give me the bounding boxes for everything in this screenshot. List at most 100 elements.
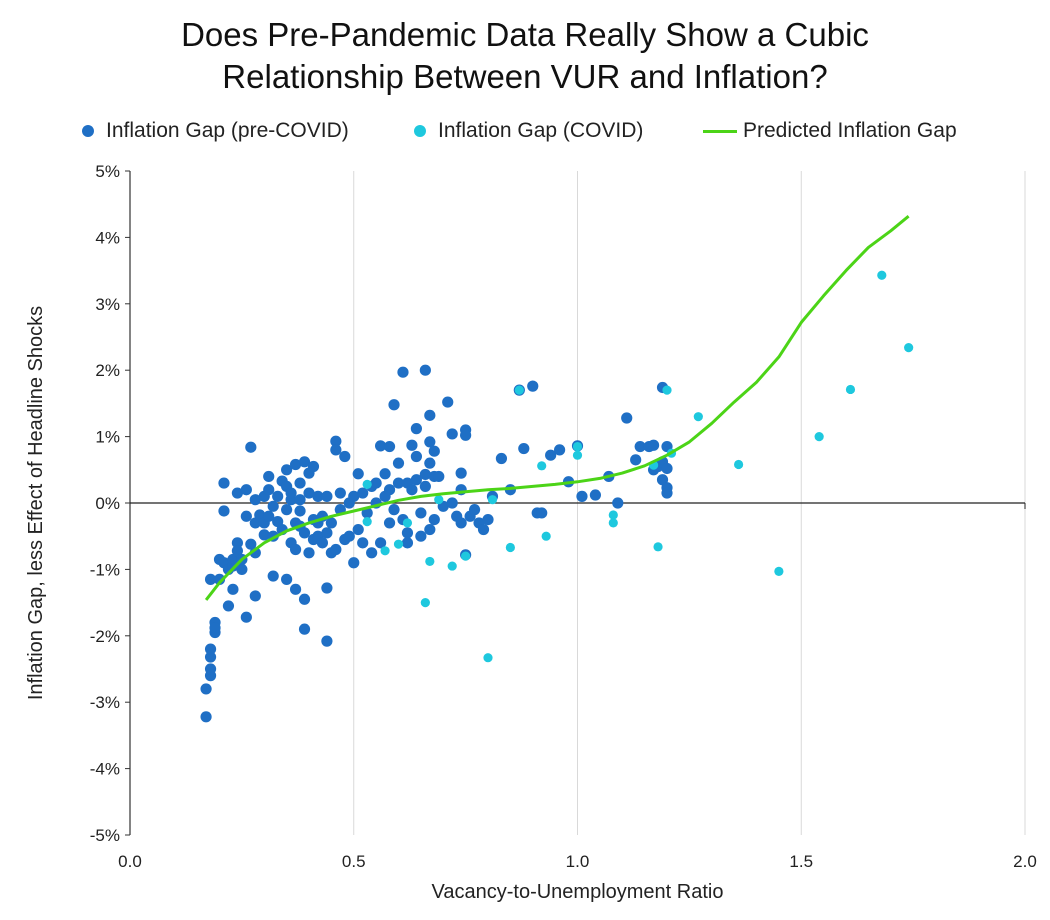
y-tick-label: 4% xyxy=(95,228,120,247)
predicted-line xyxy=(204,215,910,601)
pre-covid-point xyxy=(348,490,360,502)
pre-covid-point xyxy=(272,490,284,502)
pre-covid-point xyxy=(424,457,436,469)
covid-point xyxy=(662,385,672,395)
pre-covid-point xyxy=(428,445,440,457)
pre-covid-point xyxy=(312,490,324,502)
pre-covid-point xyxy=(227,553,239,566)
pre-covid-point xyxy=(621,412,633,424)
pre-covid-point xyxy=(209,622,221,634)
pre-covid-point xyxy=(612,497,624,509)
pre-covid-point xyxy=(303,547,315,559)
y-tick-label: 0% xyxy=(95,494,120,513)
x-tick-label: 0.0 xyxy=(118,852,142,871)
covid-point xyxy=(505,542,515,553)
covid-point xyxy=(537,461,547,471)
covid-point xyxy=(608,510,618,520)
pre-covid-point xyxy=(357,537,369,549)
pre-covid-point xyxy=(379,468,391,480)
legend-item-pre-covid: Inflation Gap (pre-COVID) xyxy=(82,116,349,146)
pre-covid-point xyxy=(267,570,279,582)
pre-covid-point xyxy=(281,504,293,516)
pre-covid-point xyxy=(289,458,302,471)
covid-point xyxy=(402,518,413,528)
pre-covid-point xyxy=(383,440,396,453)
legend-marker-pre-covid xyxy=(82,125,94,137)
pre-covid-point xyxy=(468,504,481,516)
pre-covid-point xyxy=(240,484,252,496)
pre-covid-point xyxy=(415,507,427,519)
pre-covid-point xyxy=(401,527,414,539)
pre-covid-point xyxy=(424,436,436,448)
pre-covid-point xyxy=(410,474,422,486)
pre-covid-point xyxy=(442,396,454,408)
chart-title-line-1: Does Pre-Pandemic Data Really Show a Cub… xyxy=(181,16,869,53)
pre-covid-point xyxy=(536,507,548,519)
pre-covid-point xyxy=(321,635,333,647)
pre-covid-point xyxy=(339,450,351,463)
pre-covid-point xyxy=(647,439,660,451)
pre-covid-point xyxy=(392,477,405,489)
pre-covid-point xyxy=(294,505,306,517)
covid-point xyxy=(461,551,471,561)
pre-covid-point xyxy=(446,428,458,440)
chart-title-line-2: Relationship Between VUR and Inflation? xyxy=(222,58,828,95)
pre-covid-point xyxy=(661,487,673,499)
pre-covid-point xyxy=(455,517,467,529)
legend-label-covid: Inflation Gap (COVID) xyxy=(438,119,644,142)
pre-covid-point xyxy=(218,505,230,517)
pre-covid-point xyxy=(406,439,418,451)
covid-point xyxy=(814,432,824,442)
pre-covid-point xyxy=(267,500,279,512)
pre-covid-point xyxy=(281,573,293,585)
pre-covid-point xyxy=(298,623,311,635)
pre-covid-point xyxy=(289,583,302,595)
pre-covid-point xyxy=(419,468,431,481)
covid-point xyxy=(845,384,856,395)
y-tick-label: -1% xyxy=(90,560,120,579)
pre-covid-point xyxy=(455,467,467,479)
pre-covid-point xyxy=(518,442,530,455)
pre-covid-point xyxy=(334,487,346,499)
pre-covid-point xyxy=(348,557,360,569)
pre-covid-point xyxy=(289,543,302,556)
pre-covid-point xyxy=(410,450,422,463)
covid-point xyxy=(362,516,372,527)
covid-point xyxy=(393,539,404,549)
pre-covid-point xyxy=(249,494,261,506)
pre-covid-point xyxy=(258,529,270,541)
pre-covid-point xyxy=(231,545,243,557)
pre-covid-point xyxy=(357,487,369,499)
y-tick-label: 1% xyxy=(95,428,120,447)
covid-point xyxy=(447,561,457,571)
pre-covid-point xyxy=(330,444,342,456)
pre-covid-point xyxy=(236,563,248,576)
x-tick-label: 1.5 xyxy=(789,852,813,871)
pre-covid-point xyxy=(383,484,396,496)
pre-covid-point xyxy=(200,711,212,723)
pre-covid-point xyxy=(433,470,445,483)
covid-point xyxy=(877,270,887,280)
legend-label-pre-covid: Inflation Gap (pre-COVID) xyxy=(106,119,349,142)
y-tick-label: -5% xyxy=(90,826,120,845)
pre-covid-point xyxy=(294,477,306,489)
covid-point xyxy=(483,653,493,663)
x-tick-label: 2.0 xyxy=(1013,852,1037,871)
pre-covid-point xyxy=(298,593,311,605)
pre-covid-point xyxy=(410,423,422,435)
pre-covid-point xyxy=(366,547,378,559)
chart-legend: Inflation Gap (pre-COVID) Inflation Gap … xyxy=(0,116,1050,146)
y-tick-label: -4% xyxy=(90,760,120,779)
pre-covid-point xyxy=(375,537,387,549)
pre-covid-point xyxy=(589,489,602,501)
covid-point xyxy=(734,459,744,470)
pre-covid-point xyxy=(218,477,230,489)
pre-covid-point xyxy=(298,527,311,539)
pre-covid-point xyxy=(415,530,427,542)
pre-covid-point xyxy=(321,490,333,502)
pre-covid-point xyxy=(200,683,212,695)
pre-covid-point xyxy=(294,494,306,506)
pre-covid-point xyxy=(424,523,436,536)
pre-covid-point xyxy=(245,538,257,550)
covid-point xyxy=(904,343,914,353)
